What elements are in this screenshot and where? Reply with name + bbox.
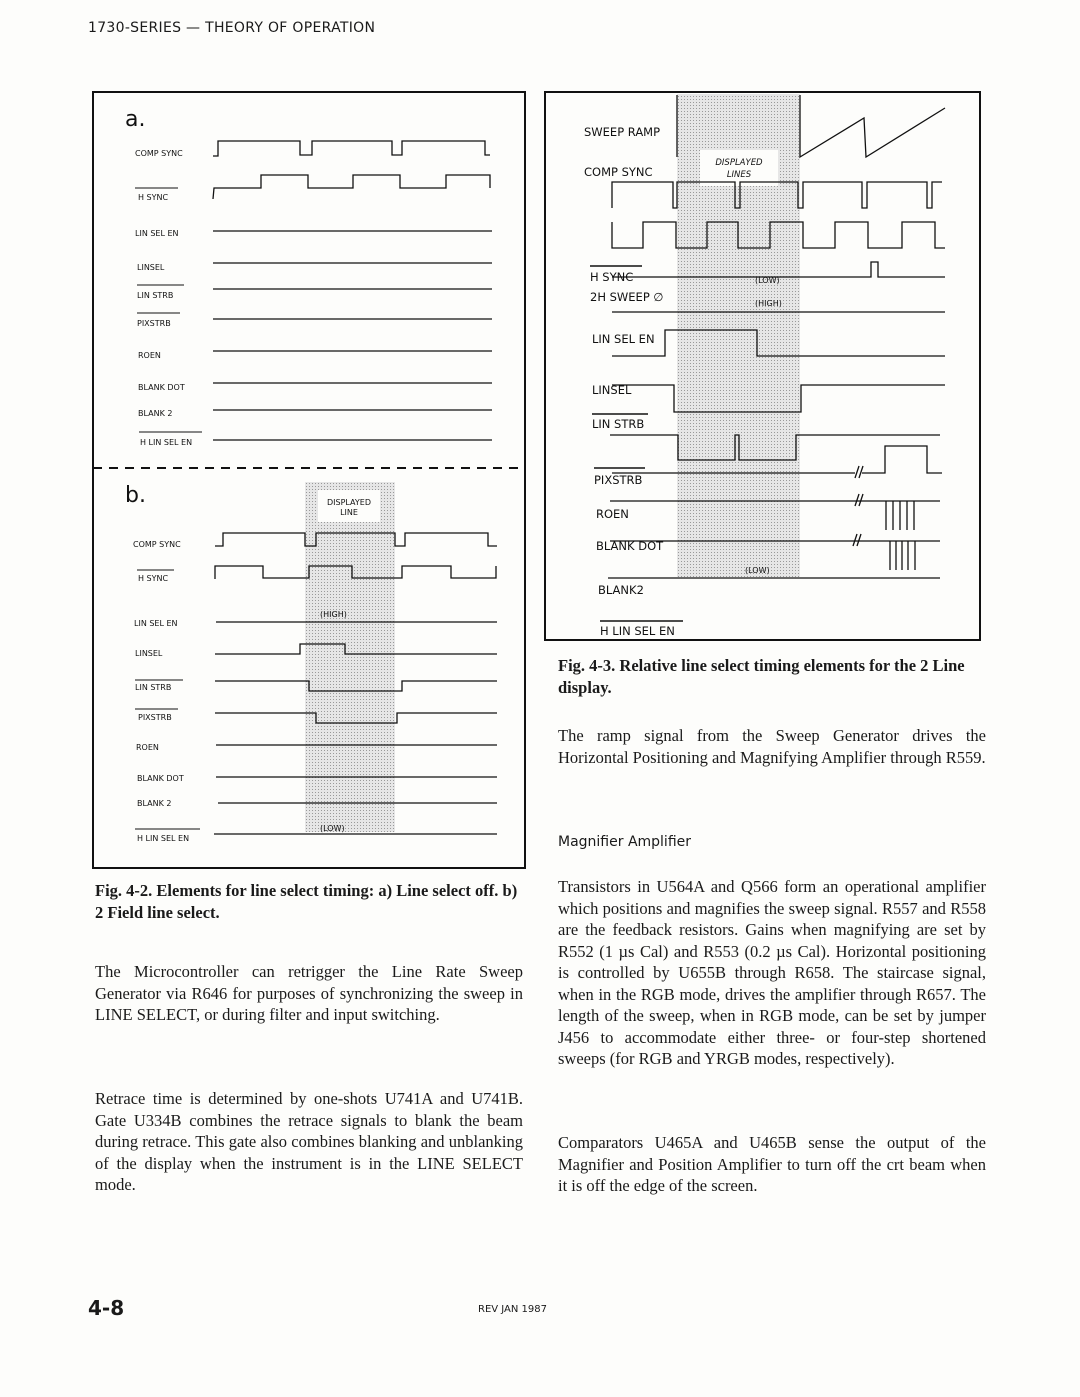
svg-text:DISPLAYED: DISPLAYED	[715, 158, 763, 168]
waveform-pixstrb	[610, 434, 940, 461]
svg-text:LINSEL: LINSEL	[137, 263, 165, 272]
right-paragraph-1: The ramp signal from the Sweep Generator…	[558, 726, 986, 767]
svg-text:BLANK DOT: BLANK DOT	[137, 774, 184, 783]
svg-text:ROEN: ROEN	[596, 507, 629, 521]
svg-text:COMP SYNC: COMP SYNC	[135, 149, 183, 158]
panel-b-label: b.	[125, 483, 146, 508]
waveform-h-sync-a	[212, 174, 491, 200]
svg-text:SWEEP RAMP: SWEEP RAMP	[584, 125, 660, 139]
svg-text:COMP SYNC: COMP SYNC	[584, 165, 653, 179]
waveform-lin-strb-b	[215, 680, 497, 692]
right-paragraph-2: Transistors in U564A and Q566 form an op…	[558, 877, 986, 1068]
svg-text:(HIGH): (HIGH)	[320, 610, 347, 619]
svg-text:(LOW): (LOW)	[755, 276, 780, 285]
svg-text:LIN STRB: LIN STRB	[137, 291, 173, 300]
left-paragraph-1: The Microcontroller can retrigger the Li…	[95, 962, 523, 1024]
break-marks	[852, 465, 864, 547]
svg-text:LINSEL: LINSEL	[135, 649, 163, 658]
revision-date: REV JAN 1987	[478, 1304, 548, 1315]
waveform-linsel	[612, 329, 945, 357]
svg-text:LINES: LINES	[727, 170, 752, 180]
waveform-h-sync-b	[214, 565, 497, 579]
waveform-linsel-b	[215, 643, 497, 655]
waveform-2h-sweep	[612, 261, 945, 278]
svg-text:BLANK 2: BLANK 2	[138, 409, 172, 418]
svg-text:BLANK 2: BLANK 2	[137, 799, 171, 808]
svg-text:H SYNC: H SYNC	[590, 270, 633, 284]
svg-text:LINE: LINE	[340, 508, 358, 517]
panel-a-label: a.	[125, 107, 145, 132]
figure-4-3: DISPLAYED LINES SWEEP RAMP COMP SYNC H S…	[544, 91, 981, 641]
svg-text:PIXSTRB: PIXSTRB	[138, 713, 172, 722]
waveform-comp-sync	[611, 181, 942, 209]
svg-text:H LIN SEL EN: H LIN SEL EN	[600, 624, 675, 638]
svg-text:LINSEL: LINSEL	[592, 383, 632, 397]
figure-4-2-caption: Fig. 4-2. Elements for line select timin…	[95, 881, 518, 922]
panel-a-signal-labels: COMP SYNC H SYNC LIN SEL EN LINSEL LIN S…	[135, 149, 192, 447]
figure-4-2: a. COMP SYNC H SYNC LIN SEL EN LINSEL LI…	[92, 91, 526, 869]
svg-text:PIXSTRB: PIXSTRB	[137, 319, 171, 328]
waveform-lin-strb	[612, 384, 945, 413]
svg-text:(LOW): (LOW)	[745, 566, 770, 575]
right-paragraph-3: Comparators U465A and U465B sense the ou…	[558, 1133, 986, 1195]
svg-text:H LIN SEL EN: H LIN SEL EN	[137, 834, 189, 843]
waveform-comp-sync-a	[213, 140, 490, 157]
svg-text:LIN SEL EN: LIN SEL EN	[135, 229, 179, 238]
svg-text:(LOW): (LOW)	[320, 824, 345, 833]
section-heading: Magnifier Amplifier	[558, 834, 692, 850]
left-paragraph-2: Retrace time is determined by one-shots …	[95, 1089, 523, 1194]
svg-text:LIN SEL EN: LIN SEL EN	[592, 332, 655, 346]
svg-text:ROEN: ROEN	[136, 743, 159, 752]
waveform-sweep-ramp	[799, 95, 946, 159]
svg-text:H SYNC: H SYNC	[138, 193, 169, 202]
page-number: 4-8	[88, 1296, 125, 1320]
svg-text:BLANK DOT: BLANK DOT	[596, 539, 664, 553]
running-header: 1730-SERIES — THEORY OF OPERATION	[88, 20, 376, 36]
figure-4-3-caption: Fig. 4-3. Relative line select timing el…	[558, 656, 965, 697]
waveform-comp-sync-b	[215, 532, 497, 547]
svg-text:H LIN SEL EN: H LIN SEL EN	[140, 438, 192, 447]
waveform-h-sync	[611, 221, 945, 249]
svg-text:LIN STRB: LIN STRB	[592, 417, 644, 431]
svg-text:ROEN: ROEN	[138, 351, 161, 360]
svg-text:DISPLAYED: DISPLAYED	[327, 498, 371, 507]
displayed-line-shade	[305, 482, 395, 832]
panel-b-signal-labels: COMP SYNC H SYNC LIN SEL EN LINSEL LIN S…	[133, 540, 189, 843]
svg-text:(HIGH): (HIGH)	[755, 299, 782, 308]
svg-text:PIXSTRB: PIXSTRB	[594, 473, 643, 487]
flat-waveforms-a	[213, 230, 492, 441]
svg-text:2H SWEEP ∅: 2H SWEEP ∅	[590, 290, 663, 304]
svg-text:BLANK2: BLANK2	[598, 583, 644, 597]
svg-text:LIN STRB: LIN STRB	[135, 683, 171, 692]
svg-text:BLANK DOT: BLANK DOT	[138, 383, 185, 392]
waveform-pixstrb-b	[215, 712, 497, 724]
svg-text:COMP SYNC: COMP SYNC	[133, 540, 181, 549]
svg-text:H SYNC: H SYNC	[138, 574, 169, 583]
svg-text:LIN SEL EN: LIN SEL EN	[134, 619, 178, 628]
